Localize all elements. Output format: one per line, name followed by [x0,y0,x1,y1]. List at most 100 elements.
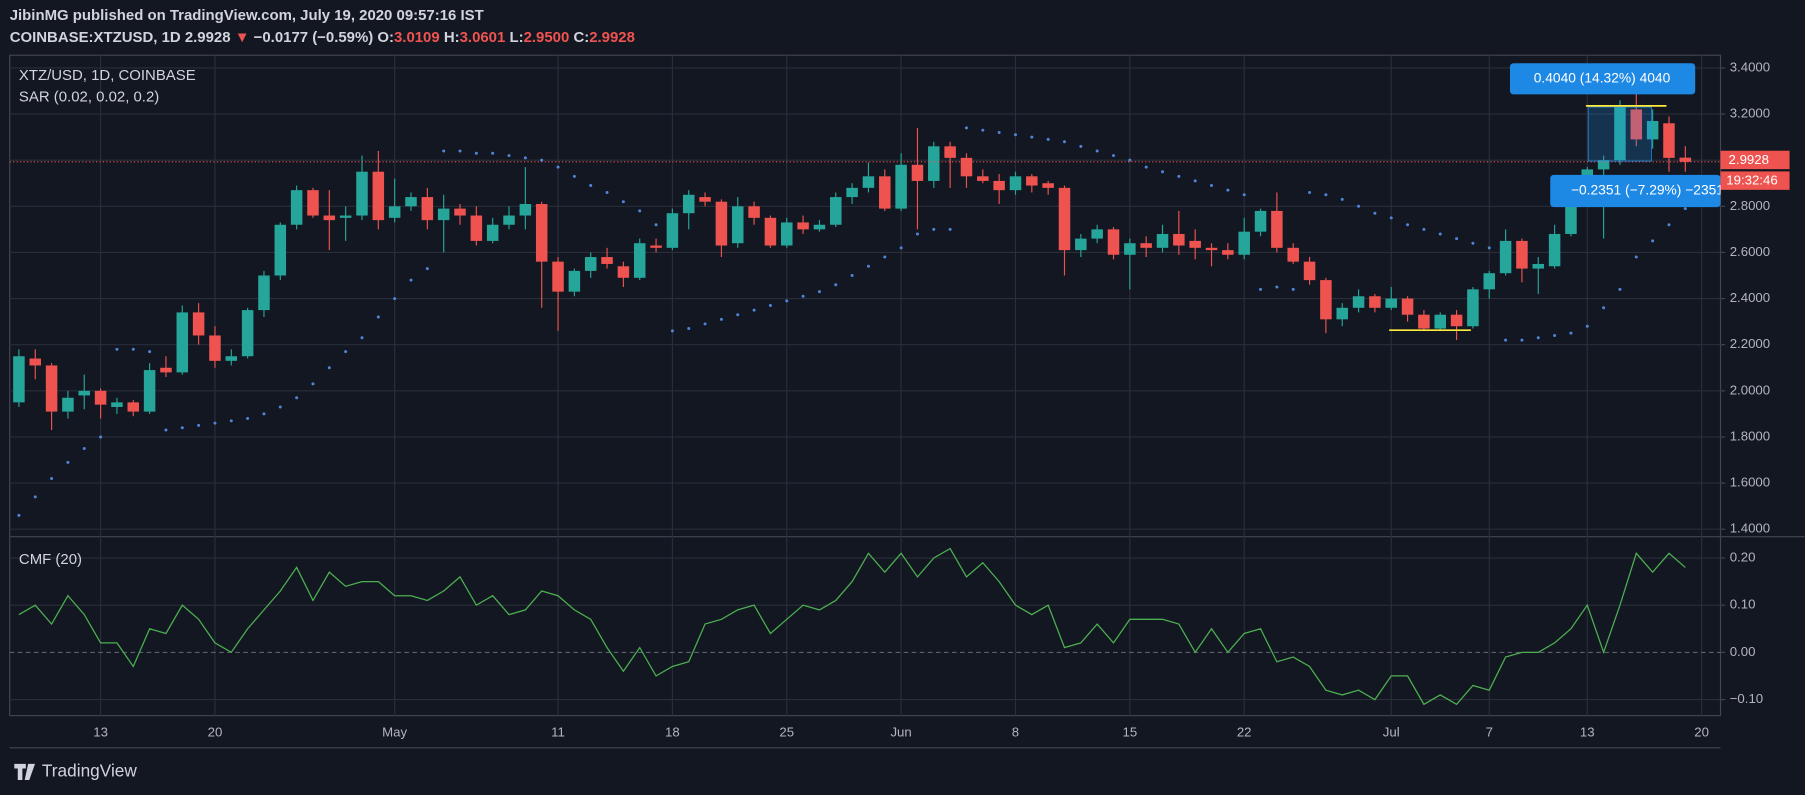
sar-dot [1438,232,1442,236]
candle-body [143,370,156,412]
sar-dot [605,190,609,194]
last-price: 2.9928 [185,29,231,46]
candle-body [258,275,270,311]
sar-dot [1585,324,1589,328]
countdown: 19:32:46 [1726,173,1777,188]
sar-dot [932,227,936,231]
sar-dot [1013,133,1017,137]
candle-body [1597,160,1610,170]
y-tick-label: 2.4000 [1730,290,1770,305]
change-arrow: ▼ [235,29,250,46]
sar-dot [99,435,103,439]
sar-dot [50,476,54,480]
sar-dot [1634,255,1638,259]
candle-body [1401,298,1414,315]
candle-body [94,390,107,405]
candle-body [846,187,858,198]
sar-dot [360,336,364,340]
x-tick-label: 20 [208,724,223,739]
candle-body [519,203,532,216]
ohlc-key: H: [444,29,460,46]
x-tick-label: 18 [665,724,680,739]
candle-body [241,310,254,357]
candle-body [78,390,91,396]
footer: TradingView [42,761,137,781]
sar-dot [1046,137,1050,141]
candle-body [813,224,826,230]
price-label: 2.9928 [1729,152,1769,167]
sar-dot [752,308,756,312]
x-tick-label: 22 [1237,724,1252,739]
candle-body [830,197,842,225]
candle-body [1320,280,1332,320]
sar-dot [17,513,21,517]
candle-body [699,197,711,202]
logo-icon [14,763,36,781]
y-tick-label: 2.2000 [1730,336,1770,351]
sar-dot [1357,204,1361,208]
candle-body [1189,240,1201,248]
sar-dot [1406,223,1410,227]
candle-body [1254,210,1267,232]
candle-body [1467,289,1479,327]
sar-dot [1667,223,1671,227]
candle-body [633,243,646,278]
sar-dot [311,382,315,386]
candle-body [176,312,189,373]
sar-dot [817,290,821,294]
y-tick-label: −0.10 [1730,691,1763,706]
sar-dot [491,151,495,155]
candle-body [290,190,303,225]
candle-body [1369,296,1381,308]
y-tick-label: 3.4000 [1730,59,1770,74]
sar-dot [213,421,217,425]
candle-body [1385,298,1397,308]
sar-dot [262,412,266,416]
candle-body [748,206,760,218]
ohlc-value: 3.0601 [460,29,506,46]
sar-dot [785,299,789,303]
x-tick-label: Jun [890,724,911,739]
sar-dot [82,446,86,450]
candle-body [437,208,450,221]
candle-body [797,222,809,230]
candle-body [454,208,466,216]
sar-dot [1422,227,1426,231]
sar-dot [1079,144,1083,148]
candle-body [650,245,662,248]
sar-dot [1308,190,1312,194]
sar-dot [1324,193,1328,197]
candle-body [911,164,924,181]
sar-dot [736,313,740,317]
candle-body [1107,229,1120,255]
sar-dot [1504,338,1508,342]
sar-dot [278,405,282,409]
sar-dot [344,350,348,354]
sar-dot [997,130,1001,134]
sar-dot [1455,237,1459,241]
candle-body [1483,273,1496,290]
candle-body [1336,307,1348,320]
candle-body [552,261,564,292]
sar-dot [1520,338,1524,342]
sar-dot [197,423,201,427]
candle-body [1565,199,1577,234]
candle-body [111,402,123,407]
sar-dot [1259,287,1263,291]
sar-dot [115,347,119,351]
candle-body [601,257,613,264]
candle-body [1140,243,1152,248]
sar-dot [295,396,299,400]
ohlc-value: 2.9500 [524,29,570,46]
candle-body [470,215,483,241]
sar-dot [703,322,707,326]
candle-body [127,402,140,412]
ohlc-value: 3.0109 [394,29,440,46]
candle-body [1026,176,1038,186]
sar-dot [1161,170,1165,174]
sar-dot [474,151,478,155]
measure-label-box [1550,174,1721,208]
x-tick-label: Jul [1383,724,1400,739]
candle-body [323,215,336,221]
candle-body [388,206,401,218]
